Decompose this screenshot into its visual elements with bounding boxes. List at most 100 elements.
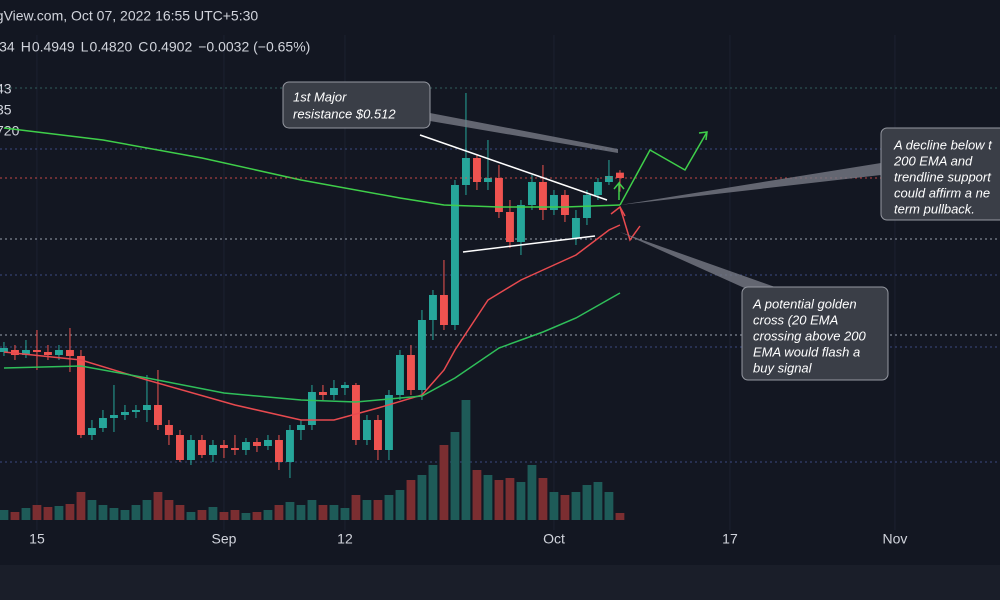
volume-bar [307, 500, 317, 520]
candle-body [494, 178, 503, 212]
candle-body [417, 320, 426, 390]
ema-line [3, 224, 621, 421]
volume-bar [395, 490, 405, 520]
callout-pointer [620, 232, 775, 295]
volume-bar [604, 492, 614, 520]
volume-bar [527, 465, 537, 520]
volume-bar [87, 500, 97, 520]
arrow [610, 205, 626, 217]
volume-bar [439, 445, 449, 520]
candle-body [98, 418, 107, 428]
ohlc-text: 0.4949 [32, 39, 75, 55]
candle-body [340, 385, 349, 388]
volume-bar [10, 512, 20, 520]
note-line: trendline support [894, 169, 992, 184]
volume-bar [318, 505, 328, 520]
candle-body [571, 218, 580, 238]
volume-bar [571, 492, 581, 520]
bear-path [619, 206, 641, 242]
callout-box [741, 286, 889, 381]
callout-pointer [430, 113, 618, 153]
ema-label: 35 [0, 102, 12, 118]
callout-box [880, 127, 1000, 221]
callout-pointer [620, 163, 881, 205]
volume-bar [54, 506, 64, 520]
volume-bar [494, 480, 504, 520]
candle-body [373, 420, 382, 450]
note-line: 200 EMA and [893, 153, 973, 168]
candle-body [87, 428, 96, 435]
ema-label: 43 [0, 81, 12, 97]
volume-bar [285, 502, 295, 520]
arrow [618, 182, 625, 190]
volume-bar [406, 480, 416, 520]
candle-body [175, 435, 184, 460]
volume-bar [32, 505, 42, 520]
ohlc-text: 0.4902 [149, 39, 192, 55]
candle-body [252, 442, 261, 446]
volume-bar [263, 510, 273, 520]
candle-body [505, 212, 514, 242]
x-tick-label: Sep [211, 531, 236, 547]
volume-bar [329, 505, 339, 520]
ohlc-text: 0.4820 [89, 39, 132, 55]
callout-box [282, 81, 431, 129]
volume-bar [109, 508, 119, 520]
volume-bar [197, 510, 207, 520]
candle-body [549, 195, 558, 210]
volume-bar [142, 500, 152, 520]
note-line: cross (20 EMA [753, 312, 838, 327]
volume-bar [593, 482, 603, 520]
candle-body [109, 415, 118, 418]
candle-body [395, 355, 404, 395]
ohlc-text: L [81, 39, 89, 55]
candle-body [329, 388, 338, 395]
ema-line [3, 127, 621, 208]
drawings [282, 81, 1000, 381]
candle-body [285, 430, 294, 462]
candle-body [0, 348, 8, 352]
note-line: A potential golden [752, 296, 857, 311]
arrow-head [698, 131, 708, 141]
volume-bar [428, 465, 438, 520]
volume-bar [582, 485, 592, 520]
candle-body [428, 295, 437, 320]
bull-path [619, 131, 708, 206]
volume-bar [21, 508, 31, 520]
x-tick-label: 12 [337, 531, 353, 547]
volume-bar [131, 505, 141, 520]
candle-body [483, 178, 492, 182]
ohlc-text: C [138, 39, 148, 55]
candle-body [32, 350, 41, 352]
candle-body [604, 176, 613, 182]
plot: 43 35 720 [0, 81, 1000, 520]
candle-body [274, 440, 283, 462]
candle-body [450, 185, 459, 325]
volume-bar [241, 513, 251, 520]
trendline [462, 235, 596, 253]
candle-body [208, 445, 217, 455]
candle-body [219, 445, 228, 448]
candle-body [593, 182, 602, 195]
candle-body [21, 350, 30, 355]
candle-body [307, 392, 316, 425]
candle-body [76, 356, 85, 435]
volume-bar [219, 512, 229, 520]
candle-body [296, 425, 305, 430]
volume-bar [560, 495, 570, 520]
candle-body [384, 395, 393, 450]
note-line: buy signal [753, 360, 813, 375]
callout-text: 1st Major resistance $0.512 A decline be… [293, 89, 993, 375]
candle-body [54, 350, 63, 355]
x-axis: 15 Sep 12 Oct 17 Nov [29, 531, 907, 547]
volume-bar [549, 492, 559, 520]
candle-body [318, 392, 327, 395]
footer-strip [0, 565, 1000, 600]
note-line: could affirm a ne [894, 185, 990, 200]
volume-bar [516, 482, 526, 520]
candle-body [142, 405, 151, 410]
volume-bar [274, 505, 284, 520]
volume-bar [98, 505, 108, 520]
x-tick-label: 17 [722, 531, 738, 547]
